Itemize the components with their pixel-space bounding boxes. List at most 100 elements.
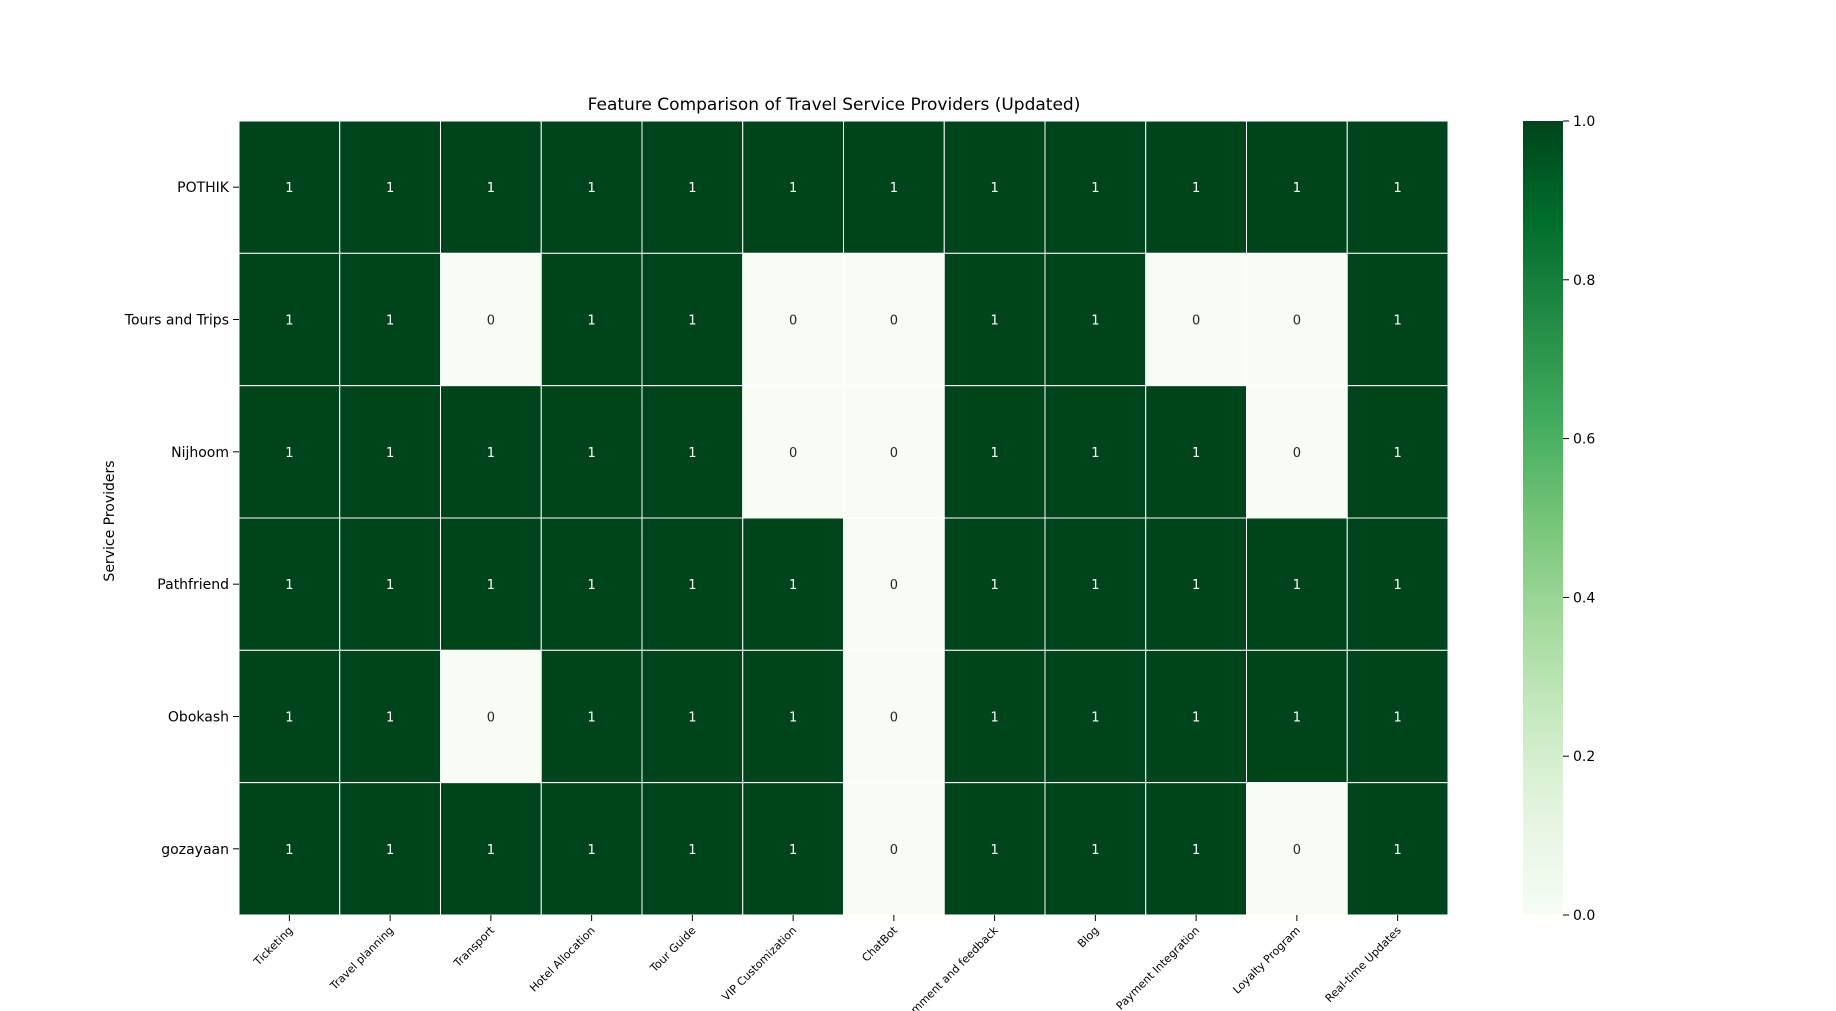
cell-annotation: 1 bbox=[285, 843, 293, 858]
cell-annotation: 1 bbox=[1293, 578, 1301, 593]
colorbar-ticks: 0.0 0.2 0.4 0.6 0.8 1.0 bbox=[1563, 114, 1595, 924]
heatmap-cell bbox=[742, 120, 844, 254]
heatmap-cell bbox=[1246, 517, 1348, 651]
column-tick-label: Transport bbox=[451, 923, 498, 970]
heatmap-cell bbox=[440, 252, 542, 387]
cell-annotation: 1 bbox=[990, 181, 998, 196]
heatmap-cell bbox=[641, 649, 744, 784]
cell-annotation: 1 bbox=[1091, 843, 1099, 858]
cell-annotation: 1 bbox=[587, 711, 595, 726]
cell-annotation: 1 bbox=[386, 711, 394, 726]
heatmap-cell bbox=[1246, 385, 1348, 519]
cell-annotation: 1 bbox=[1192, 446, 1200, 461]
heatmap-cell bbox=[742, 517, 844, 651]
heatmap-cell bbox=[1044, 782, 1147, 916]
heatmap-cell bbox=[1145, 252, 1247, 387]
heatmap-cell bbox=[641, 120, 744, 254]
heatmap-cell bbox=[1246, 252, 1348, 387]
colorbar-tick-label: 0.4 bbox=[1573, 590, 1595, 606]
heatmap-cell bbox=[238, 782, 341, 916]
column-tick-label: Ticketing bbox=[251, 924, 296, 969]
heatmap-cell bbox=[943, 782, 1046, 916]
heatmap-cell bbox=[843, 517, 945, 651]
cell-annotation: 1 bbox=[285, 711, 293, 726]
cell-annotation: 0 bbox=[890, 578, 898, 593]
cell-annotation: 0 bbox=[1293, 843, 1301, 858]
heatmap-cell bbox=[1346, 120, 1449, 254]
cell-annotation: 1 bbox=[990, 843, 998, 858]
heatmap-cell bbox=[742, 252, 844, 387]
heatmap-cell bbox=[943, 252, 1046, 387]
colorbar-tick-label: 0.2 bbox=[1573, 749, 1595, 765]
cell-annotation: 1 bbox=[386, 843, 394, 858]
cell-annotation: 1 bbox=[990, 446, 998, 461]
cell-annotation: 1 bbox=[688, 446, 696, 461]
cell-annotation: 1 bbox=[386, 181, 394, 196]
cell-annotation: 0 bbox=[487, 711, 495, 726]
heatmap-cell bbox=[339, 120, 441, 254]
cell-annotation: 1 bbox=[285, 578, 293, 593]
column-tick-label: Blog bbox=[1075, 924, 1101, 950]
cell-annotation: 1 bbox=[1393, 843, 1401, 858]
column-tick-label: Payment Integration bbox=[1114, 924, 1203, 1011]
heatmap-cell bbox=[1346, 385, 1449, 519]
row-tick-label: Tours and Trips bbox=[124, 313, 229, 329]
colorbar-tick-label: 0.8 bbox=[1573, 273, 1595, 289]
cell-annotation: 1 bbox=[688, 578, 696, 593]
cell-annotation: 1 bbox=[990, 314, 998, 329]
heatmap-cell bbox=[339, 782, 441, 916]
cell-annotation: 1 bbox=[285, 181, 293, 196]
row-tick-label: POTHIK bbox=[177, 180, 230, 196]
row-tick-label: Obokash bbox=[168, 710, 229, 726]
column-tick-label: Real-time Updates bbox=[1323, 924, 1404, 1005]
cell-annotation: 1 bbox=[688, 711, 696, 726]
heatmap-cell bbox=[1145, 120, 1247, 254]
heatmap-cell bbox=[1246, 649, 1348, 784]
cell-annotation: 1 bbox=[587, 181, 595, 196]
heatmap-cell bbox=[339, 252, 441, 387]
cell-annotation: 0 bbox=[1293, 446, 1301, 461]
heatmap-cell bbox=[641, 252, 744, 387]
cell-annotation: 0 bbox=[487, 314, 495, 329]
column-tick-label: Travel planning bbox=[327, 924, 396, 993]
heatmap-cell bbox=[339, 649, 441, 784]
cell-annotation: 1 bbox=[688, 314, 696, 329]
cell-annotation: 1 bbox=[1091, 578, 1099, 593]
colorbar-tick-label: 0.0 bbox=[1573, 908, 1595, 924]
cell-annotation: 1 bbox=[1393, 711, 1401, 726]
heatmap-cell bbox=[1346, 782, 1449, 916]
heatmap-cell bbox=[339, 517, 441, 651]
cell-annotation: 1 bbox=[487, 181, 495, 196]
heatmap-cell bbox=[1145, 517, 1247, 651]
heatmap-cell bbox=[1346, 517, 1449, 651]
row-tick-label: gozayaan bbox=[161, 842, 229, 858]
cell-annotation: 1 bbox=[1192, 578, 1200, 593]
cell-annotation: 1 bbox=[1393, 181, 1401, 196]
cell-annotation: 1 bbox=[1393, 446, 1401, 461]
cell-annotation: 1 bbox=[1091, 711, 1099, 726]
cell-annotation: 1 bbox=[386, 446, 394, 461]
heatmap-cell bbox=[540, 782, 643, 916]
column-tick-labels: Ticketing Travel planning Transport Hotel A… bbox=[251, 915, 1404, 1011]
cell-annotation: 1 bbox=[890, 181, 898, 196]
heatmap-cell bbox=[1145, 782, 1247, 916]
cell-annotation: 1 bbox=[1293, 181, 1301, 196]
cell-annotation: 1 bbox=[386, 314, 394, 329]
heatmap-annotations: 1 1 1 1 1 1 1 1 1 1 1 1 1 1 0 1 1 0 0 1 1 0 0 1 1 1 1 1 1 0 0 1 1 1 0 1 1 1 1 1… bbox=[285, 181, 1402, 858]
cell-annotation: 1 bbox=[1192, 711, 1200, 726]
cell-annotation: 0 bbox=[890, 711, 898, 726]
cell-annotation: 1 bbox=[285, 314, 293, 329]
cell-annotation: 1 bbox=[487, 843, 495, 858]
cell-annotation: 1 bbox=[285, 446, 293, 461]
cell-annotation: 1 bbox=[487, 578, 495, 593]
column-tick-label: Loyalty Program bbox=[1230, 924, 1303, 997]
cell-annotation: 1 bbox=[1192, 181, 1200, 196]
heatmap-cell bbox=[238, 385, 341, 519]
heatmap-cell bbox=[238, 252, 341, 387]
cell-annotation: 1 bbox=[587, 446, 595, 461]
heatmap-cell bbox=[742, 649, 844, 784]
heatmap-cell bbox=[742, 782, 844, 916]
cell-annotation: 0 bbox=[890, 446, 898, 461]
cell-annotation: 1 bbox=[587, 314, 595, 329]
cell-annotation: 1 bbox=[1393, 314, 1401, 329]
